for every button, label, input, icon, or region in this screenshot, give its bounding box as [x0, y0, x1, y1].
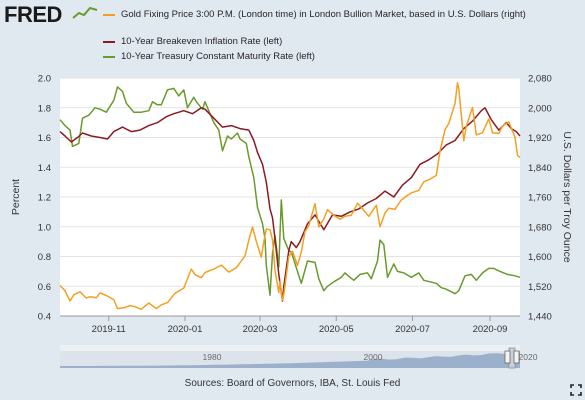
legend-swatch-treasury: [103, 55, 115, 58]
x-tick-label: 2020-03: [243, 324, 278, 335]
navigator-handle-left[interactable]: [504, 350, 511, 364]
right-axis-title: U.S. Dollars per Troy Ounce: [561, 131, 573, 262]
x-tick-label: 2020-09: [473, 324, 508, 335]
legend-swatch-breakeven: [103, 40, 115, 43]
right-tick-label: 1,440: [528, 312, 552, 323]
x-tick-label: 2020-01: [168, 324, 203, 335]
right-axis-ticks: 1,440 1,520 1,600 1,680 1,760 1,840 1,920 2,000…: [528, 74, 552, 323]
left-tick-label: 1.4: [38, 163, 51, 174]
left-tick-label: 0.8: [38, 252, 51, 263]
right-tick-label: 1,760: [528, 193, 552, 204]
legend-label-breakeven: 10-Year Breakeven Inflation Rate (left): [121, 36, 283, 47]
x-tick-label: 2020-07: [395, 324, 430, 335]
fred-logo[interactable]: FRED: [4, 2, 62, 27]
navigator-handle-right[interactable]: [513, 350, 520, 364]
left-axis-title: Percent: [10, 179, 22, 215]
right-tick-label: 1,840: [528, 163, 552, 174]
fred-chart-line-icon: [72, 6, 98, 19]
legend-item-treasury[interactable]: 10-Year Treasury Constant Maturity Rate …: [103, 51, 315, 62]
left-axis-ticks: 0.4 0.6 0.8 1.0 1.2 1.4 1.6 1.8 2.0: [38, 74, 51, 323]
legend-label-gold: Gold Fixing Price 3:00 P.M. (London time…: [121, 9, 526, 20]
legend-swatch-gold: [103, 13, 115, 16]
left-tick-label: 1.6: [38, 133, 51, 144]
right-tick-label: 1,920: [528, 133, 552, 144]
series-line-gold[interactable]: [59, 82, 521, 311]
left-tick-label: 0.4: [38, 312, 51, 323]
right-tick-label: 2,080: [528, 74, 552, 85]
x-tick-label: 2019-11: [92, 324, 126, 335]
source-note: Sources: Board of Governors, IBA, St. Lo…: [184, 378, 401, 389]
navigator-label-2020: 2020: [519, 352, 538, 362]
legend-item-gold[interactable]: Gold Fixing Price 3:00 P.M. (London time…: [103, 9, 526, 20]
x-tick-label: 2020-05: [319, 324, 354, 335]
legend-label-treasury: 10-Year Treasury Constant Maturity Rate …: [121, 51, 315, 62]
series-layer[interactable]: [59, 82, 521, 311]
legend-item-breakeven[interactable]: 10-Year Breakeven Inflation Rate (left): [103, 36, 282, 47]
left-tick-label: 1.0: [38, 222, 51, 233]
navigator-label-2000: 2000: [364, 352, 383, 362]
left-tick-label: 2.0: [38, 74, 51, 85]
right-tick-label: 1,520: [528, 282, 552, 293]
x-axis-ticks: 2019-11 2020-01 2020-03 2020-05 2020-07 2020-…: [60, 315, 520, 335]
right-tick-label: 1,600: [528, 252, 552, 263]
range-navigator[interactable]: 1980 2000 2020: [60, 345, 538, 369]
left-tick-label: 0.6: [38, 282, 51, 293]
fullscreen-icon[interactable]: [570, 384, 582, 396]
left-tick-label: 1.8: [38, 103, 51, 114]
navigator-label-1980: 1980: [203, 352, 222, 362]
navigator-scrollbar[interactable]: [60, 345, 520, 351]
left-tick-label: 1.2: [38, 193, 51, 204]
right-tick-label: 2,000: [528, 103, 552, 114]
right-tick-label: 1,680: [528, 222, 552, 233]
navigator-history-area: [60, 351, 520, 368]
